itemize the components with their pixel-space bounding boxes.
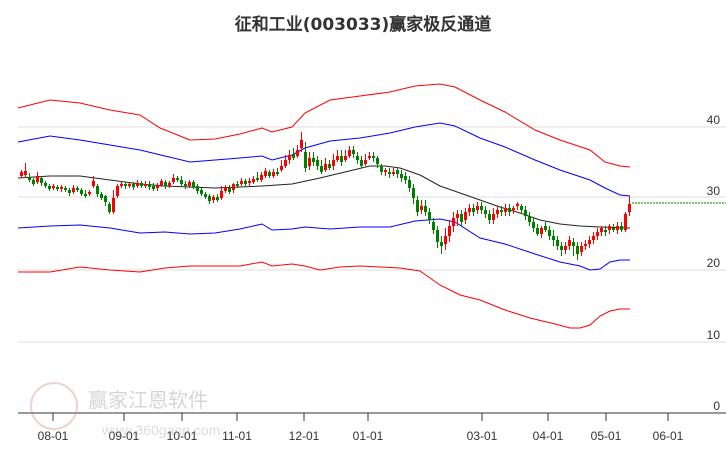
watermark-logo-icon xyxy=(30,382,78,430)
y-tick-40: 40 xyxy=(706,113,720,127)
candlesticks xyxy=(20,132,631,260)
x-tick-09-01: 09-01 xyxy=(108,429,140,443)
y-tick-0: 0 xyxy=(713,399,720,413)
lower-outer-band xyxy=(18,261,630,329)
watermark-brand: 赢家江恩软件 xyxy=(88,388,208,412)
x-tick-06-01: 06-01 xyxy=(652,429,684,443)
lower-inner-band xyxy=(17,218,630,271)
upper-inner-band xyxy=(17,122,631,197)
y-tick-10: 10 xyxy=(706,328,720,342)
x-axis xyxy=(18,412,726,421)
x-tick-10-01: 10-01 xyxy=(166,429,198,443)
x-tick-08-01: 08-01 xyxy=(37,429,69,443)
x-tick-04-01: 04-01 xyxy=(532,429,564,443)
gridlines xyxy=(18,126,726,343)
chart-title: 征和工业(003033)赢家极反通道 xyxy=(234,15,492,35)
x-tick-11-01: 11-01 xyxy=(222,429,252,443)
y-tick-20: 20 xyxy=(706,256,720,270)
upper-outer-band xyxy=(17,83,631,168)
watermark-url: www.360gann.com xyxy=(102,422,221,438)
x-tick-12-01: 12-01 xyxy=(288,429,320,443)
x-tick-05-01: 05-01 xyxy=(590,429,622,443)
x-tick-03-01: 03-01 xyxy=(466,429,498,443)
x-tick-01-01: 01-01 xyxy=(352,429,384,443)
y-tick-30: 30 xyxy=(706,184,720,198)
